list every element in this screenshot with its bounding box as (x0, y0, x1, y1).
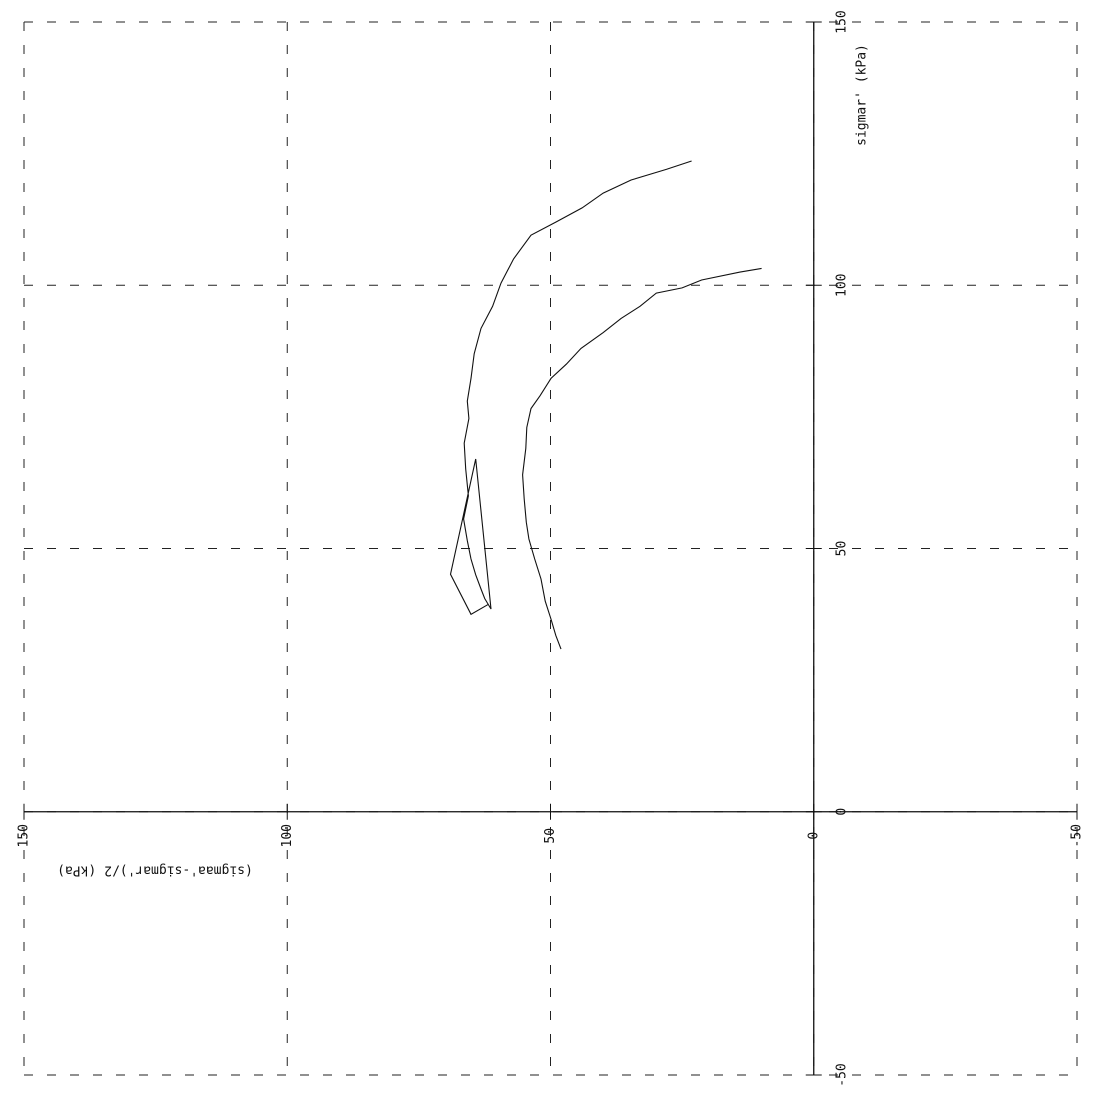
y-tick-label: 150 (834, 10, 849, 33)
stress-path (449, 160, 692, 616)
stress-path (522, 267, 762, 650)
x-tick-label: 100 (280, 824, 295, 847)
y-tick-label: -50 (834, 1063, 849, 1086)
y-tick-label: 100 (834, 274, 849, 297)
x-axis-label: (sigmaa'-sigmar')/2 (kPa) (57, 863, 253, 878)
y-axis-label: sigmar' (kPa) (855, 44, 870, 146)
y-tick-label: 50 (834, 541, 849, 557)
x-tick-label: 50 (543, 828, 558, 844)
x-tick-label: -50 (1070, 824, 1085, 847)
x-tick-label: 150 (17, 824, 32, 847)
